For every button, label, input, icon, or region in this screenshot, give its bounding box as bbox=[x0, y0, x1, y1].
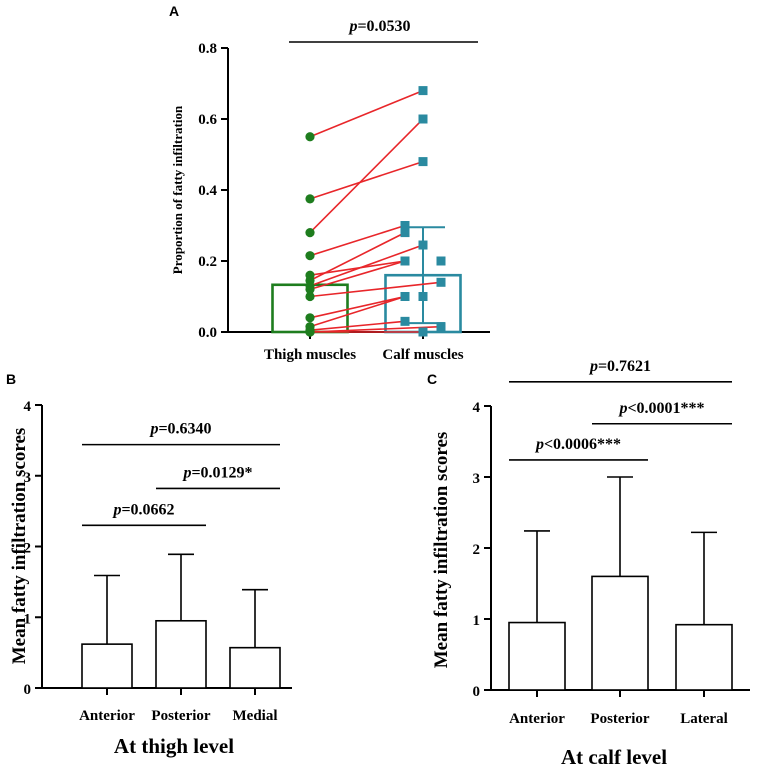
calf-point bbox=[400, 292, 410, 301]
significance-label-p: p bbox=[181, 464, 191, 481]
chart-c-xtitle: At calf level bbox=[561, 745, 667, 769]
bar bbox=[508, 621, 566, 691]
bar bbox=[155, 619, 207, 689]
y-tick-label: 0.0 bbox=[198, 325, 217, 341]
x-category-label: Lateral bbox=[680, 711, 727, 727]
calf-point bbox=[436, 277, 446, 287]
calf-point bbox=[418, 327, 428, 337]
bar bbox=[675, 623, 733, 691]
y-tick-label: 3 bbox=[24, 470, 32, 486]
bar bbox=[229, 646, 281, 689]
calf-point bbox=[400, 221, 410, 230]
y-tick-label: 0.6 bbox=[198, 112, 217, 128]
chart-a: 0.0 0.2 0.4 0.6 0.8 Thigh muscles Calf muscles… bbox=[198, 18, 490, 363]
calf-point bbox=[400, 316, 410, 326]
calf-point bbox=[418, 157, 428, 167]
thigh-point bbox=[305, 284, 315, 294]
thigh-point bbox=[305, 313, 315, 323]
panel-a-label: A bbox=[169, 3, 179, 19]
significance-label-p: p bbox=[148, 421, 158, 438]
bar bbox=[81, 643, 133, 689]
significance-label-value: =0.7621 bbox=[598, 358, 651, 375]
significance-label: p=0.0530 bbox=[347, 18, 410, 35]
thigh-point bbox=[305, 251, 315, 261]
calf-point bbox=[436, 322, 446, 332]
thigh-point bbox=[305, 291, 315, 302]
significance-label-value: =0.6340 bbox=[158, 421, 211, 438]
pair-line bbox=[309, 295, 406, 328]
chart-c-ylabel: Mean fatty infiltration scores bbox=[431, 432, 452, 669]
pair-line bbox=[309, 89, 424, 138]
thigh-point bbox=[305, 327, 315, 337]
y-tick-label: 1 bbox=[24, 611, 32, 627]
x-category-label: Posterior bbox=[151, 708, 210, 724]
chart-a-ylabel: Proportion of fatty infiltration bbox=[170, 105, 185, 274]
calf-point bbox=[436, 256, 446, 266]
y-tick-label: 0.4 bbox=[198, 183, 217, 199]
pair-line bbox=[309, 244, 424, 287]
pair-line bbox=[309, 281, 442, 298]
pair-line bbox=[309, 320, 406, 332]
significance-label-p: p bbox=[347, 18, 357, 35]
calf-point bbox=[400, 228, 410, 238]
calf-point bbox=[418, 292, 428, 301]
significance-label-value: =0.0662 bbox=[121, 501, 174, 518]
significance-label-p: p bbox=[617, 400, 627, 417]
pair-line bbox=[309, 231, 406, 282]
significance-label: p=0.0129* bbox=[181, 464, 252, 481]
pair-line bbox=[309, 295, 406, 319]
significance-label-value: =0.0129* bbox=[191, 464, 252, 481]
y-tick-label: 0.8 bbox=[198, 41, 217, 57]
panel-b-label: B bbox=[6, 371, 16, 387]
significance-label-value: <0.0006*** bbox=[544, 436, 621, 453]
y-tick-label: 4 bbox=[24, 399, 32, 415]
thigh-point bbox=[305, 194, 315, 204]
x-category-label: Posterior bbox=[590, 711, 649, 727]
thigh-point bbox=[305, 228, 315, 238]
pair-line bbox=[309, 260, 406, 291]
significance-label-p: p bbox=[588, 358, 598, 375]
pair-line bbox=[309, 160, 424, 200]
significance-label: p=0.6340 bbox=[148, 421, 211, 438]
significance-label-value: <0.0001*** bbox=[627, 400, 704, 417]
panel-c-label: C bbox=[427, 371, 437, 387]
significance-label: p=0.7621 bbox=[588, 358, 651, 375]
x-category-label: Medial bbox=[233, 708, 278, 724]
pair-line bbox=[309, 224, 406, 257]
calf-point bbox=[418, 114, 428, 124]
y-tick-label: 0.2 bbox=[198, 254, 217, 270]
x-category-label: Thigh muscles bbox=[264, 347, 356, 363]
calf-point bbox=[418, 86, 428, 96]
significance-label-p: p bbox=[534, 436, 544, 453]
calf-point bbox=[400, 256, 410, 266]
thigh-point bbox=[305, 132, 315, 142]
y-tick-label: 2 bbox=[24, 541, 32, 557]
y-tick-label: 0 bbox=[24, 682, 32, 698]
significance-label: p<0.0001*** bbox=[617, 400, 704, 417]
calf-point bbox=[418, 240, 428, 250]
y-tick-label: 4 bbox=[473, 400, 481, 416]
y-tick-label: 0 bbox=[473, 684, 481, 700]
y-tick-label: 1 bbox=[473, 613, 481, 629]
bar bbox=[591, 575, 649, 691]
x-category-label: Anterior bbox=[79, 708, 135, 724]
significance-label: p=0.0662 bbox=[111, 501, 174, 518]
significance-label-value: =0.0530 bbox=[357, 18, 410, 35]
significance-label: p<0.0006*** bbox=[534, 436, 621, 453]
x-category-label: Calf muscles bbox=[382, 347, 463, 363]
y-tick-label: 3 bbox=[473, 471, 481, 487]
chart-b-xtitle: At thigh level bbox=[114, 734, 234, 758]
pair-line bbox=[309, 118, 424, 234]
significance-label-p: p bbox=[111, 501, 121, 518]
chart-b-ylabel: Mean fatty infiltration scores bbox=[9, 428, 30, 665]
y-tick-label: 2 bbox=[473, 542, 481, 558]
x-category-label: Anterior bbox=[509, 711, 565, 727]
